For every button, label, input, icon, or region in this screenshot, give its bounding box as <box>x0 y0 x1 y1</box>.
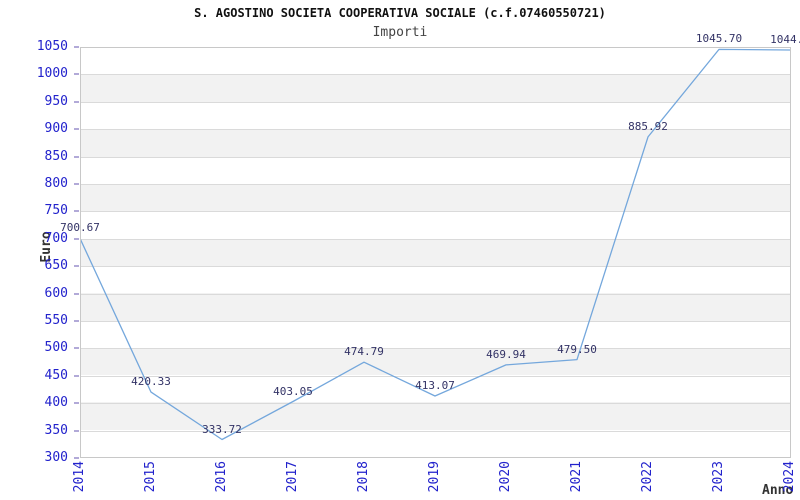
y-tick-mark <box>74 320 79 322</box>
plot-area <box>80 47 791 458</box>
grid-band <box>81 238 790 267</box>
y-tick-mark <box>74 183 79 185</box>
point-label: 1045.70 <box>695 32 743 46</box>
y-tick-label: 950 <box>44 93 68 109</box>
gridline <box>81 403 790 405</box>
x-tick-label: 2015 <box>143 461 158 493</box>
y-tick-label: 850 <box>44 148 68 164</box>
y-tick-mark <box>74 128 79 131</box>
x-axis-title: Anno <box>762 483 794 498</box>
gridline <box>81 74 790 76</box>
y-tick-label: 1050 <box>36 39 68 54</box>
y-tick-label: 1000 <box>36 66 68 82</box>
gridline <box>81 156 790 158</box>
point-label: 479.50 <box>557 342 597 356</box>
y-tick-label: 550 <box>44 313 68 328</box>
y-tick-mark <box>74 429 79 432</box>
grid-band <box>81 402 790 430</box>
gridline <box>81 238 790 240</box>
gridline <box>81 184 790 185</box>
point-label: 333.72 <box>202 422 242 436</box>
x-tick-label: 2023 <box>711 461 726 493</box>
gridline <box>81 129 790 131</box>
y-tick-mark <box>74 402 79 405</box>
gridline <box>81 348 790 350</box>
y-tick-label: 300 <box>44 450 68 465</box>
y-tick-label: 700 <box>44 230 68 246</box>
gridline <box>81 101 790 103</box>
y-tick-label: 900 <box>44 121 68 137</box>
grid-band <box>81 347 790 376</box>
grid-band <box>81 184 790 212</box>
gridline <box>81 211 790 213</box>
point-label: 1044.5 <box>770 33 800 46</box>
y-tick-label: 400 <box>44 395 68 411</box>
x-tick-label: 2020 <box>498 461 513 493</box>
y-tick-label: 800 <box>44 176 68 191</box>
grid-band <box>81 129 790 158</box>
grid-band <box>81 75 790 103</box>
x-tick-label: 2022 <box>640 461 655 493</box>
trend-line-svg <box>81 48 790 441</box>
y-tick-mark <box>74 374 79 377</box>
y-tick-mark <box>74 46 79 48</box>
chart-subtitle: Importi <box>372 25 428 40</box>
gridline <box>81 293 790 295</box>
y-tick-mark <box>74 155 79 158</box>
y-tick-label: 650 <box>44 258 68 274</box>
gridline <box>81 266 790 268</box>
y-tick-label: 750 <box>44 203 68 219</box>
y-tick-mark <box>74 100 79 103</box>
x-tick-label: 2017 <box>285 461 300 493</box>
y-tick-label: 450 <box>44 367 68 383</box>
x-tick-label: 2018 <box>356 461 371 493</box>
y-tick-mark <box>74 265 79 268</box>
grid-band <box>81 293 790 321</box>
y-tick-label: 600 <box>44 285 68 301</box>
chart-title: S. AGOSTINO SOCIETA COOPERATIVA SOCIALE … <box>194 6 606 20</box>
y-tick-label: 500 <box>44 340 68 356</box>
gridline <box>81 375 790 377</box>
x-tick-label: 2019 <box>427 461 442 493</box>
y-tick-mark <box>74 347 79 350</box>
point-label: 413.07 <box>415 379 455 393</box>
y-tick-mark <box>74 210 79 213</box>
y-tick-mark <box>74 292 79 295</box>
point-label: 700.67 <box>60 221 100 235</box>
point-label: 474.79 <box>344 345 384 359</box>
point-label: 885.92 <box>628 119 668 133</box>
trend-line <box>81 48 790 441</box>
y-tick-label: 350 <box>44 422 68 438</box>
x-tick-label: 2021 <box>569 461 584 493</box>
y-tick-mark <box>74 73 79 76</box>
gridline <box>81 430 790 432</box>
point-label: 469.94 <box>486 347 526 361</box>
x-tick-label: 2024 <box>782 461 797 493</box>
y-tick-mark <box>74 457 79 459</box>
y-tick-mark <box>74 237 79 240</box>
x-tick-label: 2014 <box>72 461 87 493</box>
point-label: 420.33 <box>131 375 171 389</box>
gridline <box>81 321 790 322</box>
point-label: 403.05 <box>273 384 313 398</box>
x-tick-label: 2016 <box>214 461 229 493</box>
